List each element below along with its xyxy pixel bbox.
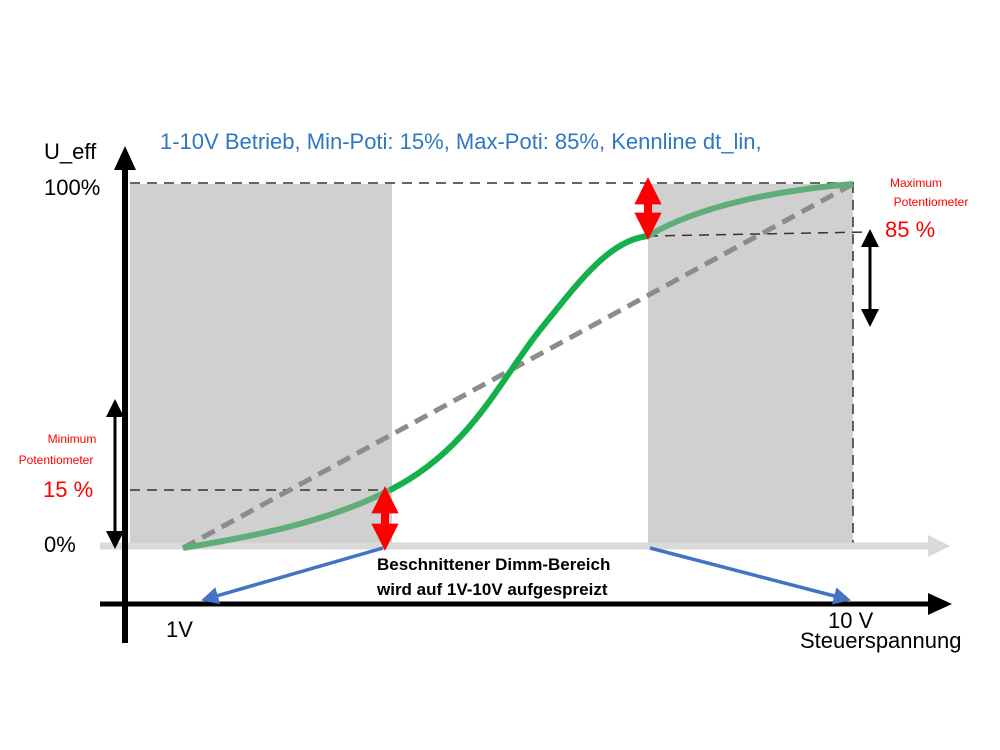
linear-reference-line — [181, 181, 855, 551]
y-axis-label: U_eff — [44, 139, 97, 164]
y-axis-arrowhead — [114, 146, 136, 170]
y-tick-0: 0% — [44, 532, 76, 557]
annotation-line-2: wird auf 1V-10V aufgespreizt — [376, 580, 608, 599]
chart-title: 1-10V Betrieb, Min-Poti: 15%, Max-Poti: … — [160, 129, 762, 154]
curve-segment-mid — [388, 233, 649, 493]
max-poti-label-2: Potentiometer — [894, 195, 969, 209]
min-poti-value: 15 % — [43, 477, 93, 502]
x-tick-1v: 1V — [166, 617, 193, 642]
spread-arrow-right — [649, 546, 852, 605]
max-poti-label-1: Maximum — [890, 176, 942, 190]
x-tick-10v: 10 V — [828, 608, 874, 633]
shaded-region-high — [648, 184, 853, 546]
shaded-region-low — [130, 184, 392, 546]
min-poti-label-1: Minimum — [48, 432, 97, 446]
x-axis-label: Steuerspannung — [800, 628, 961, 653]
min-poti-label-2: Potentiometer — [19, 453, 94, 467]
spread-arrow-left — [200, 546, 384, 605]
curve-segment-high — [646, 181, 854, 239]
max-poti-value: 85 % — [885, 217, 935, 242]
curve-segment-low — [182, 487, 392, 551]
x-axis-arrowhead — [928, 593, 952, 615]
annotation-line-1: Beschnittener Dimm-Bereich — [377, 555, 610, 574]
guide-85-percent — [647, 231, 867, 237]
y-tick-100: 100% — [44, 175, 100, 200]
zero-baseline-arrowhead — [928, 535, 950, 557]
